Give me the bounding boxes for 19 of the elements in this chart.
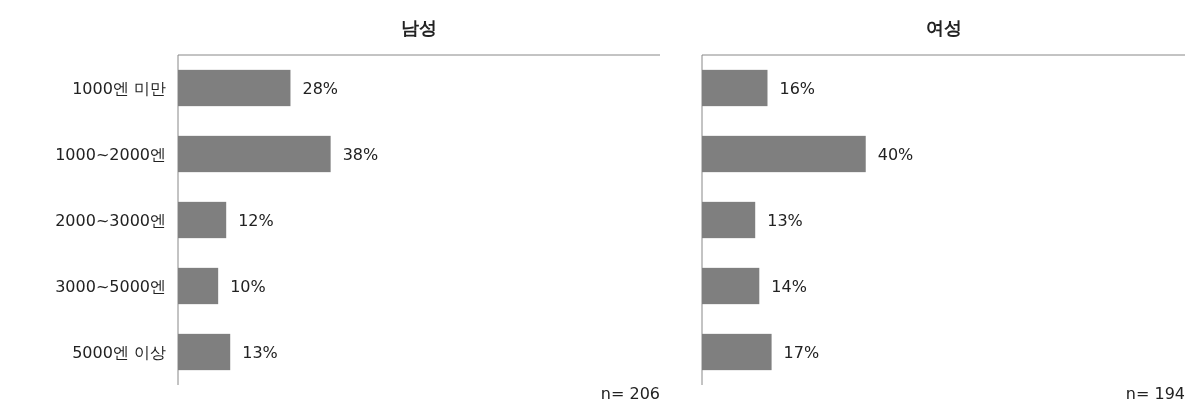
data-label: 38% [342, 145, 379, 164]
data-label: 40% [877, 145, 914, 164]
data-label: 12% [238, 211, 274, 230]
annotation: n= 194 [1125, 384, 1185, 403]
data-label: 13% [242, 343, 278, 362]
y-tick-label: 5000엔 이상 [72, 343, 166, 362]
y-tick-label: 2000~3000엔 [55, 211, 166, 230]
data-label: 14% [771, 277, 807, 296]
data-label: 17% [783, 343, 820, 362]
data-label: 10% [230, 277, 266, 296]
data-label: 16% [779, 79, 816, 98]
data-label: 28% [302, 79, 339, 98]
annotation: n= 206 [600, 384, 660, 403]
y-tick-label: 1000~2000엔 [55, 145, 166, 164]
data-label: 13% [767, 211, 803, 230]
y-tick-label: 1000엔 미만 [72, 79, 166, 98]
chart-title: 여성 [925, 17, 962, 38]
y-tick-label: 3000~5000엔 [55, 277, 166, 296]
chart-title: 남성 [401, 17, 437, 38]
